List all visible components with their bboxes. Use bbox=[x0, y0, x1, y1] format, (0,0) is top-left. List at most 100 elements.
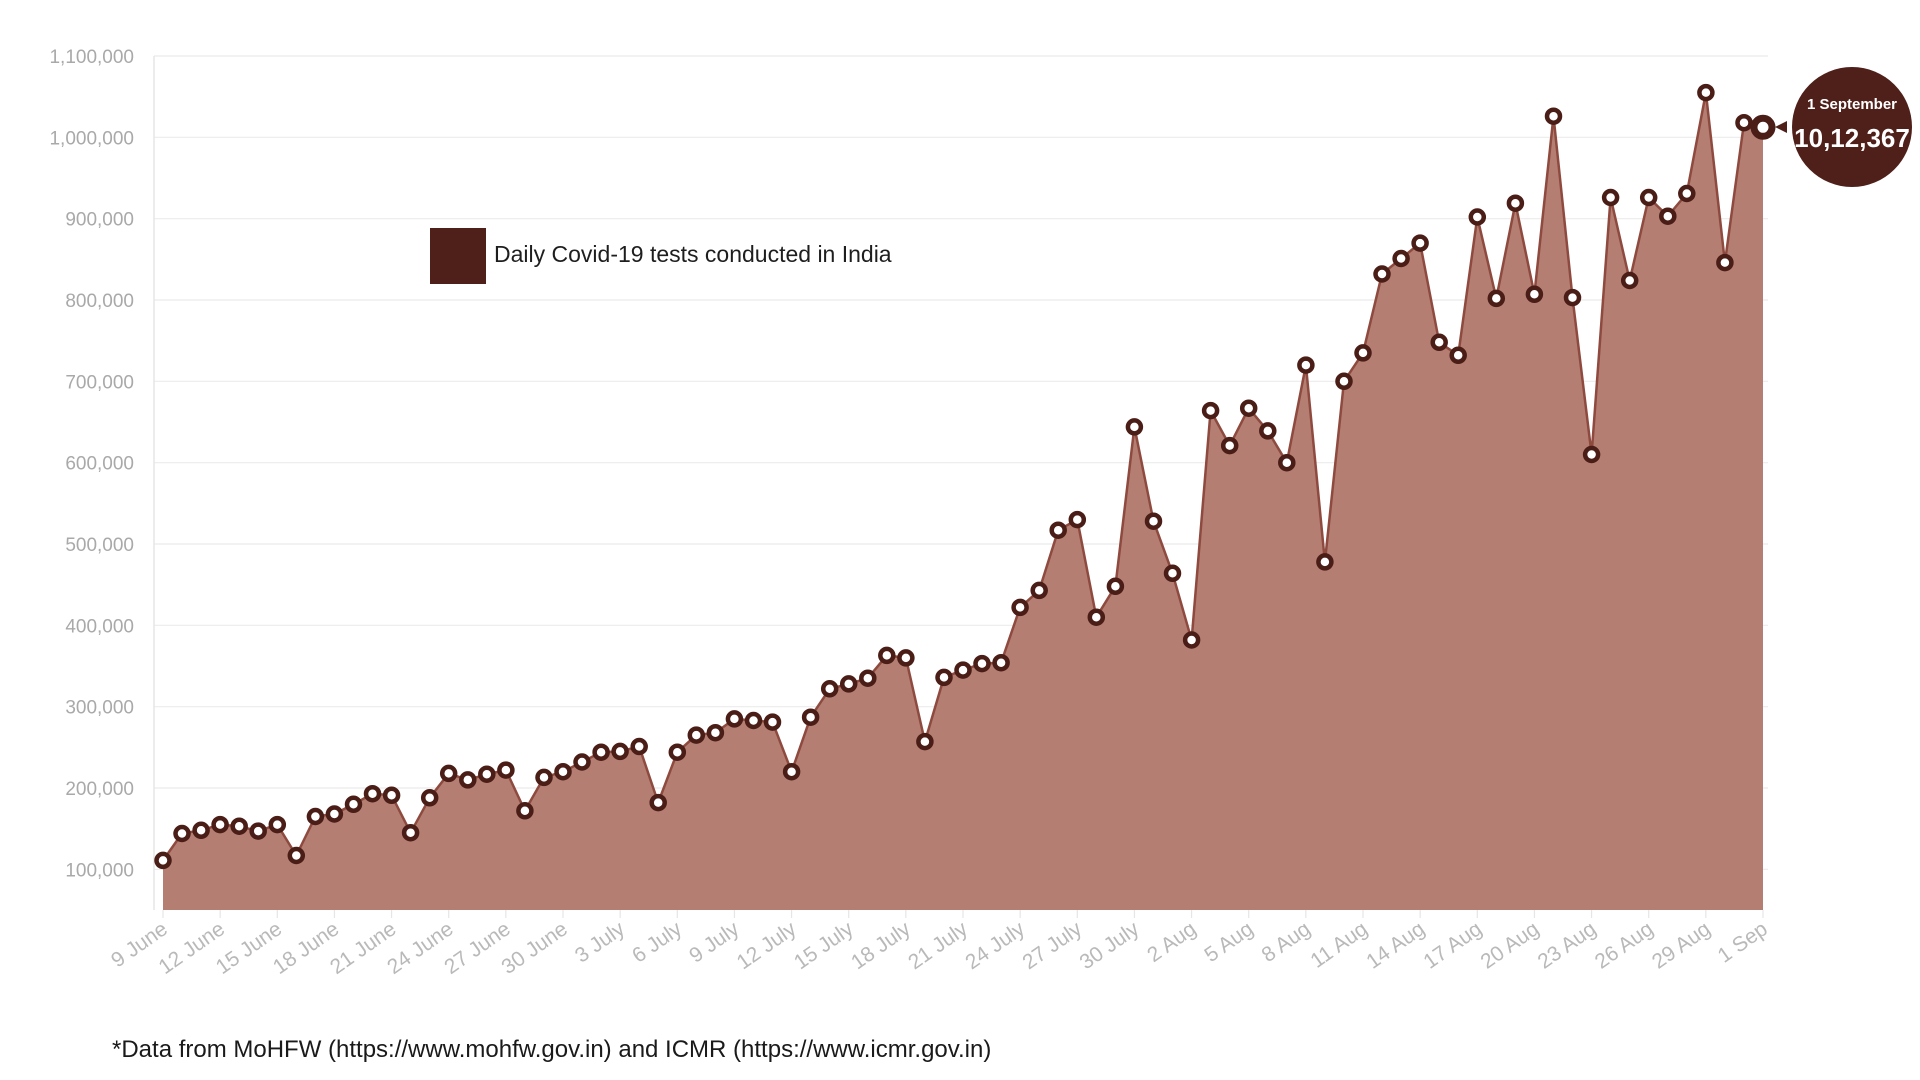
data-point bbox=[344, 795, 363, 814]
data-point bbox=[1563, 288, 1582, 307]
data-point bbox=[1220, 436, 1239, 455]
data-point bbox=[459, 771, 477, 789]
data-point bbox=[706, 723, 725, 742]
data-point bbox=[763, 713, 782, 731]
x-tick-label: 23 Aug bbox=[1534, 917, 1601, 973]
data-point bbox=[1144, 512, 1163, 530]
x-tick-label: 15 July bbox=[790, 917, 858, 974]
data-point bbox=[1449, 346, 1467, 365]
x-tick-label: 5 Aug bbox=[1200, 917, 1257, 967]
data-point bbox=[306, 807, 325, 826]
x-tick-label: 20 Aug bbox=[1477, 917, 1544, 973]
data-point bbox=[916, 732, 934, 751]
data-point bbox=[1239, 399, 1258, 417]
data-point bbox=[535, 768, 553, 787]
x-tick-label: 21 July bbox=[904, 917, 972, 974]
data-point bbox=[1487, 289, 1506, 308]
data-point bbox=[935, 668, 953, 687]
data-point bbox=[1068, 510, 1087, 529]
data-point bbox=[287, 846, 306, 865]
data-point bbox=[1411, 234, 1429, 252]
data-point bbox=[478, 765, 496, 783]
data-point bbox=[1163, 564, 1182, 583]
x-tick-label: 11 Aug bbox=[1306, 917, 1371, 972]
series-area bbox=[163, 92, 1763, 911]
data-point bbox=[839, 675, 858, 693]
data-point bbox=[954, 661, 972, 679]
data-point bbox=[1468, 208, 1487, 226]
data-point bbox=[1049, 521, 1067, 539]
data-point bbox=[573, 753, 591, 771]
y-tick-label: 400,000 bbox=[65, 616, 134, 637]
data-point bbox=[1697, 83, 1715, 102]
data-point bbox=[554, 762, 572, 781]
x-tick-label: 18 July bbox=[847, 917, 915, 974]
data-point bbox=[1716, 253, 1734, 272]
data-point bbox=[192, 821, 210, 840]
data-point bbox=[611, 742, 629, 761]
data-point bbox=[687, 726, 706, 744]
data-point bbox=[1316, 553, 1334, 571]
source-footnote: *Data from MoHFW (https://www.mohfw.gov.… bbox=[112, 1036, 992, 1063]
data-point bbox=[878, 646, 896, 665]
data-point bbox=[1544, 107, 1563, 125]
data-point bbox=[249, 822, 267, 840]
data-point bbox=[744, 711, 763, 730]
data-point bbox=[1525, 285, 1544, 304]
series-tests bbox=[161, 91, 1764, 911]
data-point bbox=[173, 824, 191, 843]
data-point bbox=[1201, 401, 1220, 420]
data-point bbox=[1335, 372, 1353, 391]
x-tick-label: 29 Aug bbox=[1648, 917, 1715, 973]
data-point bbox=[1297, 356, 1315, 374]
data-point bbox=[439, 764, 458, 783]
data-point bbox=[497, 761, 515, 779]
annotation-bubble bbox=[1792, 67, 1912, 187]
data-point bbox=[1582, 445, 1601, 464]
legend-swatch bbox=[430, 228, 486, 284]
data-point bbox=[801, 708, 820, 726]
data-point bbox=[1750, 114, 1776, 140]
data-point bbox=[230, 817, 248, 835]
gridlines bbox=[154, 55, 1768, 870]
data-point bbox=[1106, 577, 1125, 596]
data-point bbox=[992, 653, 1010, 672]
y-tick-label: 1,000,000 bbox=[49, 128, 134, 149]
data-point bbox=[420, 789, 439, 807]
x-tick-label: 6 July bbox=[628, 917, 687, 968]
x-tick-label: 3 July bbox=[571, 917, 630, 968]
data-point bbox=[820, 680, 839, 698]
data-point bbox=[1373, 265, 1391, 283]
x-tick-label: 2 Aug bbox=[1143, 917, 1200, 967]
y-tick-label: 200,000 bbox=[65, 779, 134, 800]
y-tick-label: 100,000 bbox=[65, 860, 134, 881]
x-tick-label: 30 July bbox=[1076, 917, 1144, 974]
data-point bbox=[1354, 344, 1372, 362]
annotation-value: 10,12,367 bbox=[1794, 123, 1910, 153]
data-point bbox=[401, 823, 420, 842]
annotation-date: 1 September bbox=[1807, 96, 1897, 113]
latest-value-annotation: 1 September 10,12,367 bbox=[1775, 67, 1912, 187]
data-point bbox=[1601, 188, 1620, 207]
y-tick-label: 700,000 bbox=[65, 372, 134, 393]
x-tick-label: 12 July bbox=[733, 917, 801, 974]
data-point bbox=[725, 710, 744, 728]
data-point bbox=[782, 762, 801, 781]
data-point bbox=[1278, 453, 1296, 472]
x-tick-label: 8 Aug bbox=[1258, 917, 1315, 967]
data-point bbox=[1678, 184, 1696, 203]
x-tick-label: 1 Sep bbox=[1714, 917, 1772, 967]
y-tick-label: 600,000 bbox=[65, 454, 134, 475]
data-point bbox=[973, 654, 991, 673]
data-point bbox=[1087, 608, 1106, 626]
data-point bbox=[211, 815, 229, 834]
x-tick-label: 17 Aug bbox=[1419, 917, 1486, 973]
y-tick-label: 800,000 bbox=[65, 291, 134, 312]
data-point bbox=[630, 737, 648, 756]
data-point bbox=[649, 793, 667, 812]
y-tick-label: 500,000 bbox=[65, 535, 134, 556]
y-tick-label: 1,100,000 bbox=[49, 47, 134, 68]
data-point bbox=[1030, 581, 1048, 600]
annotation-pointer bbox=[1775, 121, 1787, 133]
